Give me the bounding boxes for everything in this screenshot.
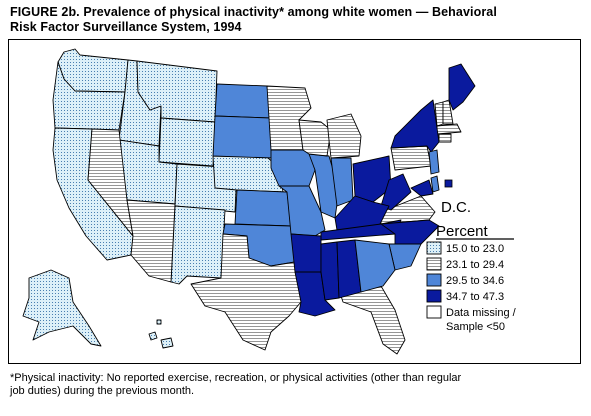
state-wy xyxy=(158,117,216,167)
state-fl xyxy=(338,285,406,355)
state-ct xyxy=(438,133,452,143)
state-pa xyxy=(390,145,432,171)
figure-title-line-1: FIGURE 2b. Prevalence of physical inacti… xyxy=(10,5,497,19)
state-hi-3 xyxy=(156,319,162,325)
state-md xyxy=(410,179,434,197)
state-ga xyxy=(354,239,396,293)
state-nd xyxy=(214,83,272,119)
state-ak xyxy=(22,269,102,347)
legend-label-1: 15.0 to 23.0 xyxy=(446,243,504,255)
legend-swatch-1 xyxy=(426,241,442,255)
state-ms xyxy=(320,241,340,301)
legend-swatch-3 xyxy=(426,273,442,287)
state-ar xyxy=(290,233,322,273)
state-ny xyxy=(390,99,440,153)
state-oh xyxy=(352,155,392,203)
state-or xyxy=(52,61,126,131)
state-ma xyxy=(436,123,462,135)
state-nm xyxy=(170,205,226,285)
legend-title: Percent xyxy=(436,223,489,240)
legend: Percent 15.0 to 23.0 23.1 to 29.4 29.5 t… xyxy=(426,223,517,333)
legend-swatch-2 xyxy=(426,257,442,271)
legend-label-3: 29.5 to 34.6 xyxy=(446,275,504,287)
state-wv xyxy=(380,173,412,211)
footnote: *Physical inactivity: No reported exerci… xyxy=(10,372,585,398)
state-mo xyxy=(278,185,326,237)
state-wi xyxy=(298,119,332,157)
state-mt xyxy=(136,60,218,123)
figure-title: FIGURE 2b. Prevalence of physical inacti… xyxy=(10,5,585,35)
state-az xyxy=(126,199,176,283)
state-sd xyxy=(212,115,274,159)
legend-label-5: Data missing / xyxy=(446,307,517,319)
legend-swatch-5 xyxy=(426,305,442,319)
state-mi xyxy=(326,113,362,159)
legend-swatch-4 xyxy=(426,289,442,303)
state-me xyxy=(448,63,476,111)
state-ks xyxy=(234,189,292,227)
state-de xyxy=(430,175,440,193)
state-ia xyxy=(270,149,316,187)
us-choropleth-map: D.C. Percent 15.0 to 23.0 23.1 to 29.4 2… xyxy=(22,48,517,355)
dc-label: D.C. xyxy=(441,199,471,216)
state-hi-2 xyxy=(160,337,174,349)
state-hi-1 xyxy=(148,331,158,341)
legend-label-5b: Sample <50 xyxy=(446,321,505,333)
figure-title-line-2: Risk Factor Surveillance System, 1994 xyxy=(10,20,242,34)
footnote-line-2: job duties) during the previous month. xyxy=(10,385,195,397)
footnote-line-1: *Physical inactivity: No reported exerci… xyxy=(10,372,462,384)
legend-label-4: 34.7 to 47.3 xyxy=(446,291,504,303)
state-nj xyxy=(428,149,440,175)
state-tx xyxy=(190,233,302,351)
map-frame: D.C. Percent 15.0 to 23.0 23.1 to 29.4 2… xyxy=(8,39,581,364)
dc-marker xyxy=(444,179,453,188)
legend-label-2: 23.1 to 29.4 xyxy=(446,259,504,271)
